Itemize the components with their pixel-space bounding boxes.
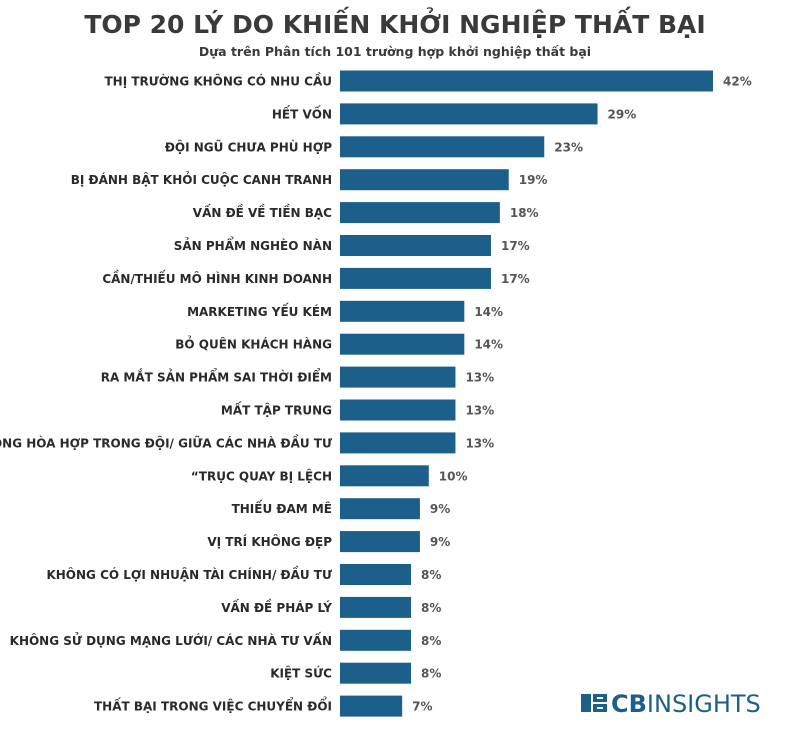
category-label: ĐỘI NGŨ CHƯA PHÙ HỢP: [165, 139, 332, 154]
bars-layer: THỊ TRƯỜNG KHÔNG CÓ NHU CẦU 42% HẾT VỐN 29%…: [0, 70, 752, 717]
bar: [340, 333, 465, 355]
bar: [340, 399, 456, 421]
category-label: BỎ QUÊN KHÁCH HÀNG: [175, 336, 332, 352]
bar: [340, 136, 545, 158]
category-label: “TRỤC QUAY BỊ LỆCH: [191, 468, 332, 483]
value-label: 9%: [430, 502, 450, 516]
logo-text-insights: INSIGHTS: [647, 690, 761, 718]
value-label: 13%: [465, 371, 494, 385]
bar: [340, 70, 713, 92]
chart-subtitle: Dựa trên Phân tích 101 trường hợp khởi n…: [198, 44, 592, 59]
value-label: 14%: [474, 305, 503, 319]
category-label: KHÔNG CÓ LỢI NHUẬN TÀI CHÍNH/ ĐẦU TƯ: [46, 565, 332, 582]
category-label: MARKETING YẾU KÉM: [187, 303, 332, 319]
category-label: KIỆT SỨC: [270, 666, 332, 681]
category-label: VẤN ĐỀ PHÁP LÝ: [221, 598, 332, 615]
logo-text-cb: CB: [611, 690, 647, 718]
value-label: 8%: [421, 568, 441, 582]
value-label: 18%: [510, 206, 539, 220]
category-label: RA MẮT SẢN PHẨM SAI THỜI ĐIỂM: [101, 368, 332, 385]
value-label: 17%: [501, 239, 530, 253]
bar: [340, 662, 412, 684]
category-label: THỊ TRƯỜNG KHÔNG CÓ NHU CẦU: [104, 72, 332, 89]
bar: [340, 235, 491, 256]
value-label: 8%: [421, 601, 441, 615]
cb-insights-logo: CBINSIGHTS: [581, 690, 761, 718]
value-label: 8%: [421, 634, 441, 648]
bar: [340, 267, 491, 289]
cb-insights-logo-icon: [581, 694, 607, 712]
category-label: SẢN PHẨM NGHÈO NÀN: [174, 236, 332, 253]
chart-title: TOP 20 LÝ DO KHIẾN KHỞI NGHIỆP THẤT BẠI: [84, 10, 706, 39]
bar: [340, 169, 509, 191]
value-label: 42%: [723, 75, 752, 89]
category-label: SỰ KHÔNG HÒA HỢP TRONG ĐỘI/ GIỮA CÁC NHÀ…: [0, 433, 332, 450]
bar: [340, 103, 598, 125]
bar: [340, 629, 412, 651]
value-label: 13%: [465, 436, 494, 450]
category-label: VỊ TRÍ KHÔNG ĐẸP: [207, 534, 332, 549]
value-label: 13%: [465, 404, 494, 418]
value-label: 19%: [519, 173, 548, 187]
value-label: 23%: [554, 140, 583, 154]
value-label: 10%: [439, 469, 468, 483]
bar: [340, 300, 465, 322]
value-label: 17%: [501, 272, 530, 286]
value-label: 7%: [412, 700, 432, 714]
category-label: THẤT BẠI TRONG VIỆC CHUYỂN ĐỔI: [94, 697, 332, 714]
category-label: MẤT TẬP TRUNG: [221, 401, 332, 418]
bar: [340, 498, 420, 520]
bar: [340, 366, 456, 388]
bar: [340, 432, 456, 454]
bar: [340, 564, 412, 585]
category-label: THIẾU ĐAM MÊ: [232, 500, 332, 516]
value-label: 8%: [421, 667, 441, 681]
category-label: HẾT VỐN: [272, 104, 332, 121]
category-label: BỊ ĐÁNH BẬT KHỎI CUỘC CANH TRANH: [71, 171, 332, 187]
bar: [340, 465, 429, 487]
bar: [340, 596, 412, 618]
category-label: VẤN ĐỀ VỀ TIỀN BẠC: [193, 203, 332, 220]
bar: [340, 695, 403, 717]
category-label: CẦN/THIẾU MÔ HÌNH KINH DOANH: [102, 269, 332, 286]
value-label: 9%: [430, 535, 450, 549]
bar: [340, 531, 420, 553]
svg-text:CBINSIGHTS: CBINSIGHTS: [611, 690, 761, 718]
bar: [340, 202, 500, 224]
value-label: 29%: [608, 107, 637, 121]
category-label: KHÔNG SỬ DỤNG MẠNG LƯỚI/ CÁC NHÀ TƯ VẤN: [10, 631, 332, 648]
value-label: 14%: [474, 338, 503, 352]
